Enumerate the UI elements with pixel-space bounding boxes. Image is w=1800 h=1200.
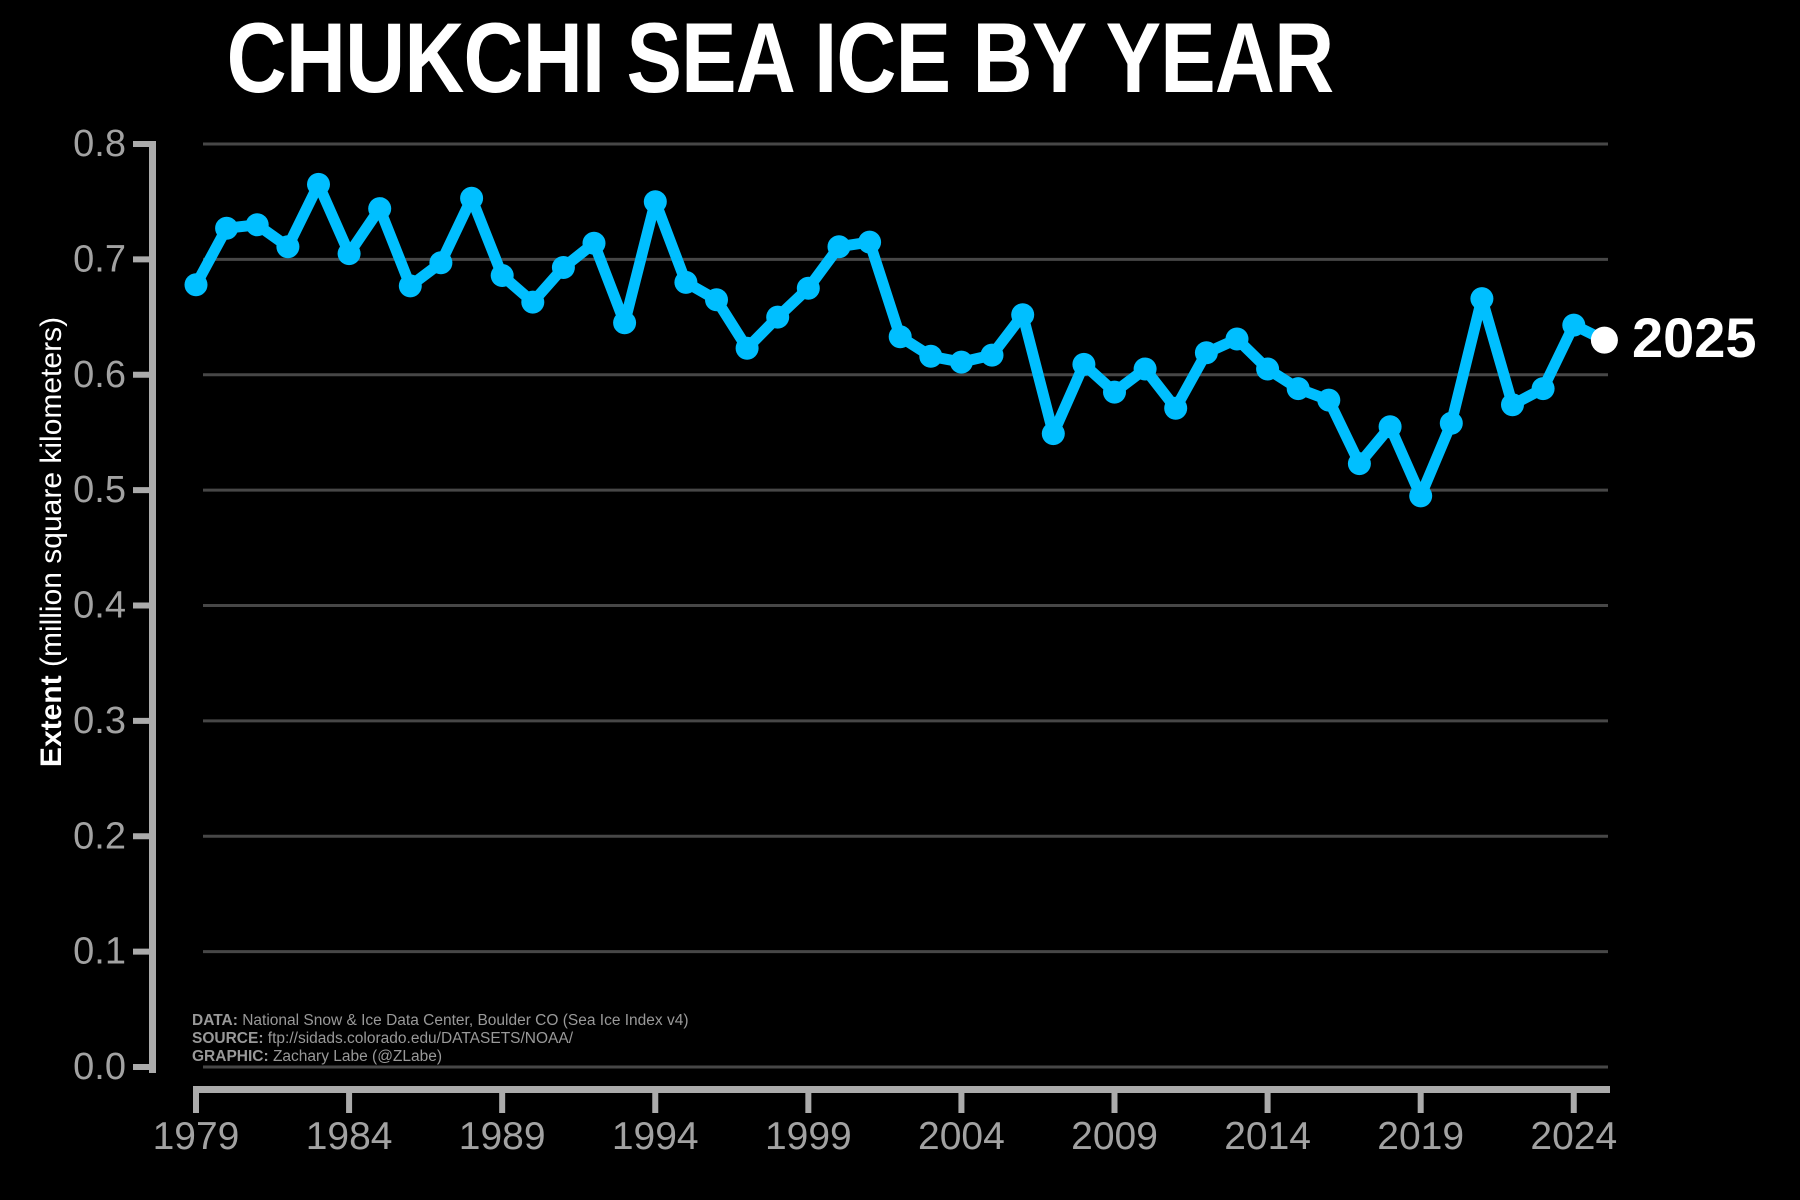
x-tick-label-2024: 2024 [1530, 1115, 1617, 1158]
y-axis-label-bold: Extent [35, 675, 68, 768]
y-tick-label-0.3: 0.3 [73, 700, 126, 742]
page-title: CHUKCHI SEA ICE BY YEAR [226, 2, 1334, 113]
data-point-2010 [1133, 357, 1157, 381]
data-point-2007 [1041, 422, 1065, 446]
data-point-2019 [1409, 484, 1433, 508]
data-point-1988 [460, 186, 484, 210]
data-point-1989 [490, 264, 514, 287]
data-point-1979 [184, 273, 208, 297]
x-tick-label-1989: 1989 [459, 1115, 546, 1158]
data-point-2002 [888, 325, 912, 349]
data-point-2006 [1011, 303, 1035, 327]
data-point-2004 [949, 350, 973, 374]
data-point-2023 [1531, 377, 1555, 401]
data-point-1983 [307, 172, 330, 196]
data-point-2013 [1225, 327, 1249, 351]
data-point-1991 [551, 256, 575, 279]
x-tick-label-2009: 2009 [1071, 1115, 1158, 1158]
data-point-2011 [1164, 396, 1188, 420]
data-point-1987 [429, 251, 453, 275]
x-tick-label-1999: 1999 [765, 1115, 852, 1158]
footer-graphic-text: Zachary Labe (@ZLabe) [268, 1048, 443, 1065]
data-point-2003 [919, 344, 943, 368]
y-axis-label-rest: (million square kilometers) [35, 316, 68, 676]
y-tick-label-0.6: 0.6 [73, 354, 126, 396]
data-point-1992 [582, 231, 606, 255]
footer-data-text: National Snow & Ice Data Center, Boulder… [237, 1012, 689, 1029]
data-point-2014 [1256, 357, 1280, 381]
data-point-1985 [368, 197, 392, 221]
data-point-2024 [1562, 313, 1586, 337]
data-point-1980 [215, 216, 239, 240]
footer-source-label: SOURCE: [192, 1030, 264, 1047]
footer-graphic-label: GRAPHIC: [192, 1048, 269, 1065]
data-point-1997 [735, 336, 759, 360]
latest-year-annotation: 2025 [1632, 306, 1757, 369]
data-point-2017 [1347, 452, 1371, 476]
x-tick-label-1979: 1979 [153, 1115, 240, 1158]
data-point-2020 [1439, 411, 1463, 435]
data-point-1982 [276, 235, 300, 259]
x-tick-label-1984: 1984 [306, 1115, 393, 1158]
data-point-2008 [1072, 352, 1096, 376]
data-point-1981 [245, 213, 269, 237]
x-tick-label-2004: 2004 [918, 1115, 1005, 1158]
y-tick-label-0.2: 0.2 [73, 815, 126, 857]
data-point-1999 [796, 276, 820, 300]
data-point-2009 [1103, 380, 1126, 404]
data-point-1998 [766, 305, 790, 329]
data-point-1990 [521, 290, 545, 314]
x-tick-label-1994: 1994 [612, 1115, 699, 1158]
y-tick-label-0.5: 0.5 [73, 469, 126, 511]
data-point-1986 [398, 274, 422, 298]
footer-data-line: DATA: National Snow & Ice Data Center, B… [192, 1012, 689, 1030]
y-tick-label-0.7: 0.7 [73, 238, 126, 280]
footer-source-line: SOURCE: ftp://sidads.colorado.edu/DATASE… [192, 1030, 689, 1048]
data-point-1995 [674, 270, 698, 294]
footer-credits: DATA: National Snow & Ice Data Center, B… [192, 1012, 689, 1066]
data-point-2001 [858, 230, 882, 254]
x-tick-label-2014: 2014 [1224, 1115, 1311, 1158]
footer-data-label: DATA: [192, 1012, 238, 1029]
data-point-2025-highlight [1590, 326, 1618, 354]
data-point-2016 [1317, 388, 1341, 412]
data-point-2012 [1194, 341, 1218, 365]
x-tick-label-2019: 2019 [1377, 1115, 1464, 1158]
data-point-1996 [705, 288, 728, 312]
data-point-2005 [980, 343, 1004, 367]
data-point-1993 [613, 311, 637, 335]
y-tick-label-0.1: 0.1 [73, 931, 126, 973]
footer-graphic-line: GRAPHIC: Zachary Labe (@ZLabe) [192, 1048, 689, 1066]
data-point-2000 [827, 235, 851, 259]
data-point-2015 [1286, 377, 1310, 401]
data-point-1984 [337, 242, 361, 266]
y-axis-label: Extent (million square kilometers) [32, 242, 72, 842]
footer-source-text: ftp://sidads.colorado.edu/DATASETS/NOAA/ [263, 1030, 574, 1047]
y-tick-label-0.8: 0.8 [73, 123, 126, 165]
y-tick-label-0.0: 0.0 [73, 1046, 126, 1088]
data-point-2018 [1378, 415, 1402, 439]
data-point-2022 [1501, 393, 1524, 417]
y-tick-label-0.4: 0.4 [73, 585, 126, 627]
data-point-2021 [1470, 287, 1494, 311]
data-point-1994 [643, 190, 667, 214]
